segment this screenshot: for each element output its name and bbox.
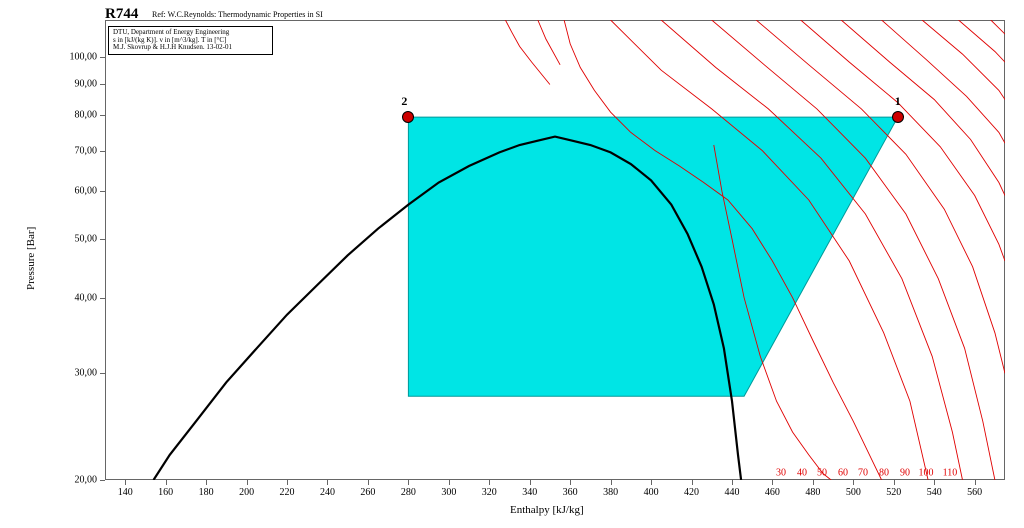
- y-tick: [100, 57, 105, 58]
- x-tick: [975, 480, 976, 485]
- isotherm-label: 40: [797, 468, 807, 479]
- x-tick-label: 440: [724, 487, 739, 498]
- x-tick: [408, 480, 409, 485]
- x-tick-label: 500: [846, 487, 861, 498]
- y-tick: [100, 84, 105, 85]
- y-tick-label: 100,00: [70, 51, 98, 62]
- x-tick-label: 280: [401, 487, 416, 498]
- x-tick: [651, 480, 652, 485]
- x-tick: [368, 480, 369, 485]
- x-tick: [166, 480, 167, 485]
- y-tick-label: 60,00: [75, 186, 98, 197]
- figure: R744 Ref: W.C.Reynolds: Thermodynamic Pr…: [0, 0, 1024, 528]
- isotherm-label: 100: [919, 468, 934, 479]
- x-tick: [247, 480, 248, 485]
- y-tick-label: 30,00: [75, 368, 98, 379]
- x-tick-label: 300: [441, 487, 456, 498]
- plot-area: [105, 20, 1005, 480]
- isotherm-label: 110: [943, 468, 958, 479]
- x-tick: [489, 480, 490, 485]
- y-tick: [100, 298, 105, 299]
- isotherm-label: 60: [838, 468, 848, 479]
- x-tick: [853, 480, 854, 485]
- x-tick: [732, 480, 733, 485]
- x-tick-label: 380: [603, 487, 618, 498]
- x-tick: [894, 480, 895, 485]
- y-tick: [100, 239, 105, 240]
- isotherm-label: 80: [879, 468, 889, 479]
- y-tick-label: 80,00: [75, 110, 98, 121]
- y-tick: [100, 191, 105, 192]
- y-tick: [100, 115, 105, 116]
- x-axis-label: Enthalpy [kJ/kg]: [510, 504, 584, 516]
- x-tick-label: 400: [644, 487, 659, 498]
- x-tick: [327, 480, 328, 485]
- x-tick-label: 520: [886, 487, 901, 498]
- x-tick: [692, 480, 693, 485]
- isotherm-label: 90: [900, 468, 910, 479]
- isotherm-label: 70: [858, 468, 868, 479]
- isotherm-label: 50: [817, 468, 827, 479]
- x-tick: [611, 480, 612, 485]
- x-tick: [206, 480, 207, 485]
- y-tick-label: 50,00: [75, 234, 98, 245]
- state-point-label: 2: [401, 94, 407, 109]
- x-tick-label: 320: [482, 487, 497, 498]
- x-tick: [530, 480, 531, 485]
- y-tick-label: 20,00: [75, 475, 98, 486]
- x-tick-label: 200: [239, 487, 254, 498]
- x-tick: [287, 480, 288, 485]
- x-tick-label: 340: [522, 487, 537, 498]
- x-tick-label: 260: [360, 487, 375, 498]
- x-tick-label: 480: [805, 487, 820, 498]
- x-tick-label: 160: [158, 487, 173, 498]
- y-tick-label: 90,00: [75, 79, 98, 90]
- x-tick-label: 220: [280, 487, 295, 498]
- y-tick-label: 70,00: [75, 145, 98, 156]
- x-tick: [934, 480, 935, 485]
- x-tick-label: 560: [967, 487, 982, 498]
- state-point-label: 1: [895, 94, 901, 109]
- y-tick: [100, 373, 105, 374]
- x-tick: [449, 480, 450, 485]
- x-tick: [772, 480, 773, 485]
- x-tick-label: 140: [118, 487, 133, 498]
- x-tick-label: 460: [765, 487, 780, 498]
- isotherm-label: 30: [776, 468, 786, 479]
- x-tick-label: 180: [199, 487, 214, 498]
- x-tick: [570, 480, 571, 485]
- state-point-marker: [402, 111, 414, 123]
- x-tick: [125, 480, 126, 485]
- x-tick-label: 360: [563, 487, 578, 498]
- x-tick-label: 540: [927, 487, 942, 498]
- y-tick: [100, 480, 105, 481]
- x-tick-label: 420: [684, 487, 699, 498]
- state-point-marker: [892, 111, 904, 123]
- chart-subtitle: Ref: W.C.Reynolds: Thermodynamic Propert…: [152, 10, 323, 19]
- y-tick-label: 40,00: [75, 292, 98, 303]
- y-axis-label: Pressure [Bar]: [25, 227, 37, 290]
- y-tick: [100, 151, 105, 152]
- x-tick-label: 240: [320, 487, 335, 498]
- x-tick: [813, 480, 814, 485]
